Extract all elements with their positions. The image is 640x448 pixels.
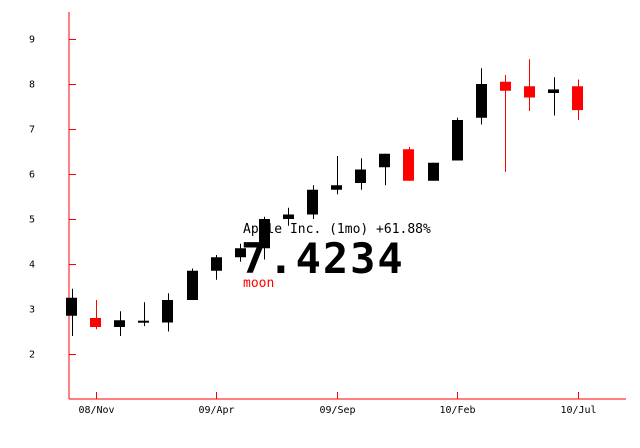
last-price: 7.4234: [241, 234, 405, 283]
x-tick-label: 08/Nov: [78, 405, 114, 416]
candle-body-up: [428, 162, 439, 181]
x-tick-label: 09/Apr: [198, 405, 234, 416]
candle-body-up: [307, 189, 318, 215]
candle-body-down: [524, 86, 535, 98]
candle: [90, 300, 101, 330]
y-tick-label: 2: [29, 350, 35, 361]
candle-body-up: [187, 270, 198, 300]
candle: [403, 147, 414, 181]
candle-body-down: [90, 318, 101, 327]
y-tick-label: 4: [29, 260, 35, 271]
candles: [66, 59, 583, 336]
candle: [331, 156, 342, 195]
candle: [379, 153, 390, 186]
candle-body-up: [235, 248, 246, 258]
candle: [524, 59, 535, 111]
candle-body-up: [548, 89, 559, 93]
x-tick-label: 10/Feb: [439, 405, 475, 416]
y-tick-label: 6: [29, 170, 35, 181]
candle-body-up: [138, 320, 149, 323]
chart-axes: 2 3 4 5 6 7 8 9 08/Nov 09/Apr 09/Sep 10/Feb 10/Jul: [29, 12, 626, 416]
candle: [114, 311, 125, 336]
candle-body-down: [500, 81, 511, 91]
candle-body-down: [572, 86, 583, 111]
chart-title: Apple Inc. (1mo) +61.88%: [243, 222, 431, 237]
candle: [548, 77, 559, 116]
candle-body-up: [452, 120, 463, 161]
candle: [162, 293, 173, 332]
y-tick-label: 8: [29, 80, 35, 91]
x-tick-label: 10/Jul: [560, 405, 596, 416]
candle-body-up: [355, 169, 366, 183]
candle-body-up: [162, 300, 173, 323]
candle: [138, 302, 149, 327]
candle-body-up: [283, 214, 294, 219]
candle: [283, 207, 294, 226]
x-tick-label: 09/Sep: [319, 405, 355, 416]
candle: [500, 75, 511, 172]
candle: [452, 117, 463, 161]
candle-body-up: [331, 185, 342, 190]
y-tick-label: 5: [29, 215, 35, 226]
candle: [235, 243, 246, 262]
candle: [66, 288, 77, 336]
y-tick-label: 7: [29, 125, 35, 136]
candle: [259, 216, 270, 260]
candle-body-up: [476, 84, 487, 118]
candle: [355, 158, 366, 190]
candle: [211, 255, 222, 280]
candle-body-up: [66, 297, 77, 316]
candle-body-up: [114, 320, 125, 327]
candle: [476, 68, 487, 125]
candle: [187, 268, 198, 300]
candle-body-up: [211, 257, 222, 271]
candle: [428, 162, 439, 181]
y-tick-label: 3: [29, 305, 35, 316]
candle-body-down: [403, 149, 414, 181]
candle: [307, 185, 318, 219]
caption-label: moon: [243, 276, 275, 291]
y-tick-label: 9: [29, 35, 35, 46]
candle-body-up: [379, 153, 390, 168]
candle-body-up: [259, 219, 270, 249]
candle: [572, 79, 583, 120]
